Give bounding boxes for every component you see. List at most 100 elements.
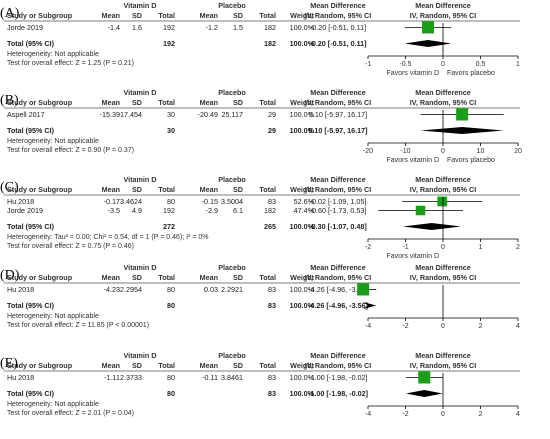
panel-3-study-0-pl-total: 83 bbox=[268, 285, 276, 294]
panel-1-total-weight: 100.0% bbox=[290, 126, 315, 135]
panel-2-header-ci: IV, Random, 95% CI bbox=[305, 185, 371, 194]
panel-2-study-0-pl-sd: 3.5004 bbox=[221, 197, 243, 206]
panel-1-study-0-square bbox=[456, 108, 469, 121]
panel-2-tick-label-2: 0 bbox=[441, 244, 445, 251]
panel-1-header-vd-sd: SD bbox=[132, 98, 142, 107]
panel-0-favors-right: Favors placebo bbox=[447, 70, 495, 77]
panel-2-study-0-vd-total: 80 bbox=[167, 197, 175, 206]
panel-2-study-0-square bbox=[437, 196, 448, 207]
panel-0-total-vd: 192 bbox=[163, 39, 175, 48]
panel-0-header-md: Mean Difference bbox=[310, 1, 366, 10]
panel-1-tick-label-2: 0 bbox=[441, 148, 445, 155]
panel-2-study-1-weight: 47.4% bbox=[294, 206, 315, 215]
panel-3-header-vd-mean: Mean bbox=[102, 273, 120, 282]
panel-0-study-0-name: Jorde 2019 bbox=[7, 23, 43, 32]
panel-1-tick-label-3: 10 bbox=[477, 148, 485, 155]
panel-4-total-weight: 100.0% bbox=[290, 389, 315, 398]
panel-0-tick-label-1: -0.5 bbox=[399, 61, 411, 68]
panel-2-study-0-vd-mean: -0.17 bbox=[104, 197, 120, 206]
panel-1-tick-label-1: -10 bbox=[400, 148, 410, 155]
panel-1-study-0-pl-sd: 25.117 bbox=[222, 110, 243, 119]
panel-4-study-0-pl-mean: -0.11 bbox=[202, 373, 218, 382]
panel-3-tick-label-4: 4 bbox=[516, 323, 520, 330]
panel-4-tick-label-0: -4 bbox=[365, 411, 371, 418]
panel-1-header-vd-mean: Mean bbox=[102, 98, 120, 107]
panel-2-tick-label-4: 2 bbox=[516, 244, 520, 251]
panel-0-header-study: Study or Subgroup bbox=[7, 11, 73, 20]
panel-3-header-ci: IV, Random, 95% CI bbox=[305, 273, 371, 282]
panel-4-header-weight: Weight bbox=[290, 361, 314, 370]
panel-1-total-vd: 30 bbox=[167, 126, 175, 135]
panel-4-label: (E) bbox=[0, 356, 18, 371]
panel-3-header-pl-mean: Mean bbox=[200, 273, 218, 282]
panel-2-header-md: Mean Difference bbox=[310, 175, 366, 184]
panel-0-study-0-square bbox=[422, 21, 434, 34]
panel-1-header-pl-mean: Mean bbox=[200, 98, 218, 107]
panel-0-study-0-pl-sd: 1.5 bbox=[233, 23, 243, 32]
panel-2-header-vd-mean: Mean bbox=[102, 185, 120, 194]
panel-0-study-0-vd-mean: -1.4 bbox=[108, 23, 120, 32]
panel-0-heterogeneity: Heterogeneity: Not applicable bbox=[7, 51, 99, 58]
panel-3-total-pl: 83 bbox=[268, 301, 276, 310]
panel-0-header-weight: Weight bbox=[290, 11, 314, 20]
panel-1-study-0-pl-total: 29 bbox=[268, 110, 276, 119]
panel-0-total-label: Total (95% CI) bbox=[7, 39, 55, 48]
panel-3-total-label: Total (95% CI) bbox=[7, 301, 55, 310]
panel-1-diamond bbox=[420, 127, 504, 134]
panel-2-tick-label-3: 1 bbox=[479, 244, 483, 251]
panel-0-header-pl-sd: SD bbox=[233, 11, 243, 20]
panel-3-total-ci: -4.26 [-4.96, -3.56] bbox=[308, 301, 368, 310]
panel-2-study-0-ci: -0.02 [-1.09, 1.05] bbox=[310, 197, 367, 206]
panel-2-study-1-name: Jorde 2019 bbox=[7, 206, 43, 215]
panel-3-study-0-square bbox=[357, 283, 370, 296]
panel-2-header-vitd: Vitamin D bbox=[123, 175, 156, 184]
panel-2-heterogeneity: Heterogeneity: Tau² = 0.00; Chi² = 0.54,… bbox=[7, 234, 209, 241]
panel-4-header-placebo: Placebo bbox=[218, 351, 246, 360]
panel-2-total-label: Total (95% CI) bbox=[7, 222, 55, 231]
panel-1-header-vitd: Vitamin D bbox=[123, 88, 156, 97]
panel-1-study-0-weight: 100.0% bbox=[290, 110, 315, 119]
panel-4-header-ci-plot: IV, Random, 95% CI bbox=[410, 361, 476, 370]
panel-2-total-vd: 272 bbox=[163, 222, 175, 231]
panel-0-header-vd-mean: Mean bbox=[102, 11, 120, 20]
panel-2-header-pl-total: Total bbox=[259, 185, 276, 194]
panel-4-total-pl: 83 bbox=[268, 389, 276, 398]
panel-3-study-0-ci: -4.26 [-4.96, -3.56] bbox=[308, 285, 367, 294]
panel-4-overall-effect: Test for overall effect: Z = 2.01 (P = 0… bbox=[7, 410, 134, 417]
panel-2-favors-left: Favors vitamin D bbox=[386, 253, 439, 260]
panel-2-study-1-square bbox=[415, 205, 426, 216]
panel-1-favors-right: Favors placebo bbox=[447, 157, 495, 164]
panel-1-study-0-name: Aspell 2017 bbox=[7, 110, 45, 119]
panel-0-favors-left: Favors vitamin D bbox=[386, 70, 439, 77]
panel-3-heterogeneity: Heterogeneity: Not applicable bbox=[7, 313, 99, 320]
panel-0-total-ci: -0.20 [-0.51, 0.11] bbox=[309, 39, 366, 48]
panel-1-tick-label-4: 20 bbox=[514, 148, 522, 155]
panel-0-diamond bbox=[404, 40, 452, 47]
panel-1-header-ci-plot: IV, Random, 95% CI bbox=[410, 98, 476, 107]
panel-0-header-ci-plot: IV, Random, 95% CI bbox=[410, 11, 476, 20]
panel-3-header-vd-total: Total bbox=[158, 273, 175, 282]
panel-2-study-1-pl-mean: -2.9 bbox=[206, 206, 218, 215]
panel-4-header-pl-mean: Mean bbox=[200, 361, 218, 370]
panel-0-header-ci: IV, Random, 95% CI bbox=[305, 11, 371, 20]
panel-1-favors-left: Favors vitamin D bbox=[386, 157, 439, 164]
panel-2-total-ci: -0.30 [-1.07, 0.48] bbox=[309, 222, 367, 231]
panel-4-total-vd: 80 bbox=[167, 389, 175, 398]
panel-0-study-0-weight: 100.0% bbox=[290, 23, 315, 32]
panel-0-tick-label-4: 1 bbox=[516, 61, 520, 68]
panel-2-study-1-vd-sd: 4.9 bbox=[132, 206, 142, 215]
panel-4-total-label: Total (95% CI) bbox=[7, 389, 55, 398]
panel-3-label: (D) bbox=[0, 268, 20, 283]
panel-3-diamond bbox=[363, 302, 377, 309]
panel-3-study-0-pl-sd: 2.2921 bbox=[221, 285, 243, 294]
panel-3-header-pl-sd: SD bbox=[233, 273, 243, 282]
panel-1-study-0-vd-total: 30 bbox=[167, 110, 175, 119]
panel-0-header-placebo: Placebo bbox=[218, 1, 246, 10]
panel-4-header-md-plot: Mean Difference bbox=[415, 351, 471, 360]
panel-2-study-0-vd-sd: 3.4624 bbox=[120, 197, 142, 206]
panel-0-tick-label-2: 0 bbox=[441, 61, 445, 68]
panel-1-study-0-pl-mean: -20.49 bbox=[198, 110, 218, 119]
panel-3-header-ci-plot: IV, Random, 95% CI bbox=[410, 273, 476, 282]
panel-3-tick-label-2: 0 bbox=[441, 323, 445, 330]
